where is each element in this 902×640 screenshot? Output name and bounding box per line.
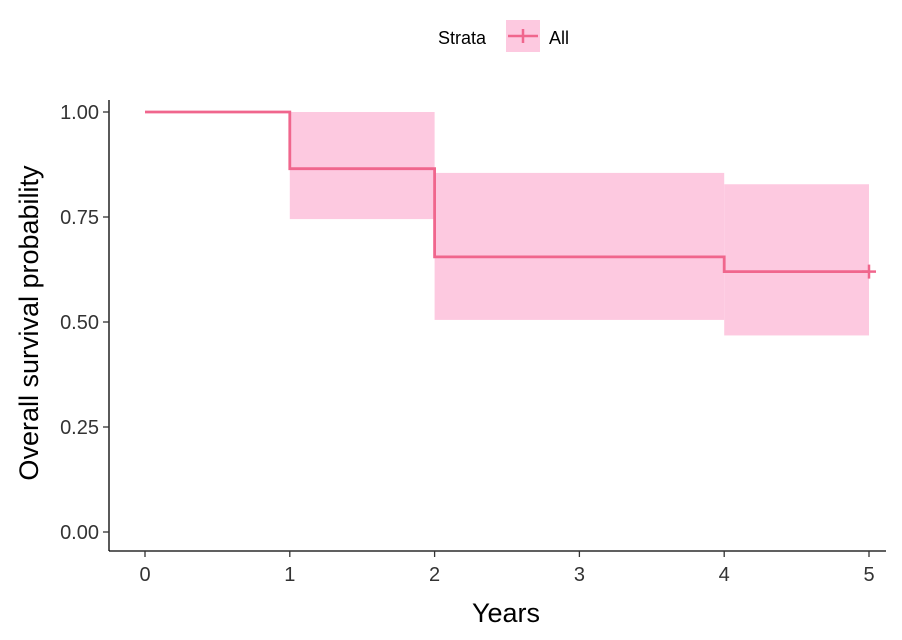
- x-tick-label: 0: [139, 564, 150, 586]
- x-tick-label: 2: [429, 564, 440, 586]
- x-axis-title: Years: [472, 598, 540, 628]
- confidence-band-segment: [724, 184, 869, 336]
- y-tick-label: 0.75: [60, 207, 99, 229]
- censor-mark: [862, 264, 876, 279]
- legend-entry-all: All: [549, 28, 569, 48]
- x-tick-label: 1: [284, 564, 295, 586]
- survival-curve-all: [145, 110, 869, 273]
- tick-labels-layer: 0.00 0.25 0.50 0.75 1.00 0 1 2 3 4 5: [60, 102, 875, 586]
- y-tick-label: 0.25: [60, 417, 99, 439]
- legend-title: Strata: [438, 28, 487, 48]
- y-axis-title: Overall survival probability: [14, 165, 44, 481]
- x-tick-label: 5: [863, 564, 874, 586]
- y-tick-label: 1.00: [60, 102, 99, 124]
- confidence-band-layer: [289, 112, 869, 336]
- x-tick-label: 3: [574, 564, 585, 586]
- legend: Strata All: [438, 20, 569, 52]
- x-tick-label: 4: [719, 564, 730, 586]
- survival-curve-layer: [145, 110, 876, 279]
- confidence-band-segment: [289, 112, 435, 220]
- y-tick-label: 0.50: [60, 312, 99, 334]
- confidence-band-segment: [434, 172, 725, 320]
- axes-layer: [103, 100, 886, 557]
- y-tick-label: 0.00: [60, 522, 99, 544]
